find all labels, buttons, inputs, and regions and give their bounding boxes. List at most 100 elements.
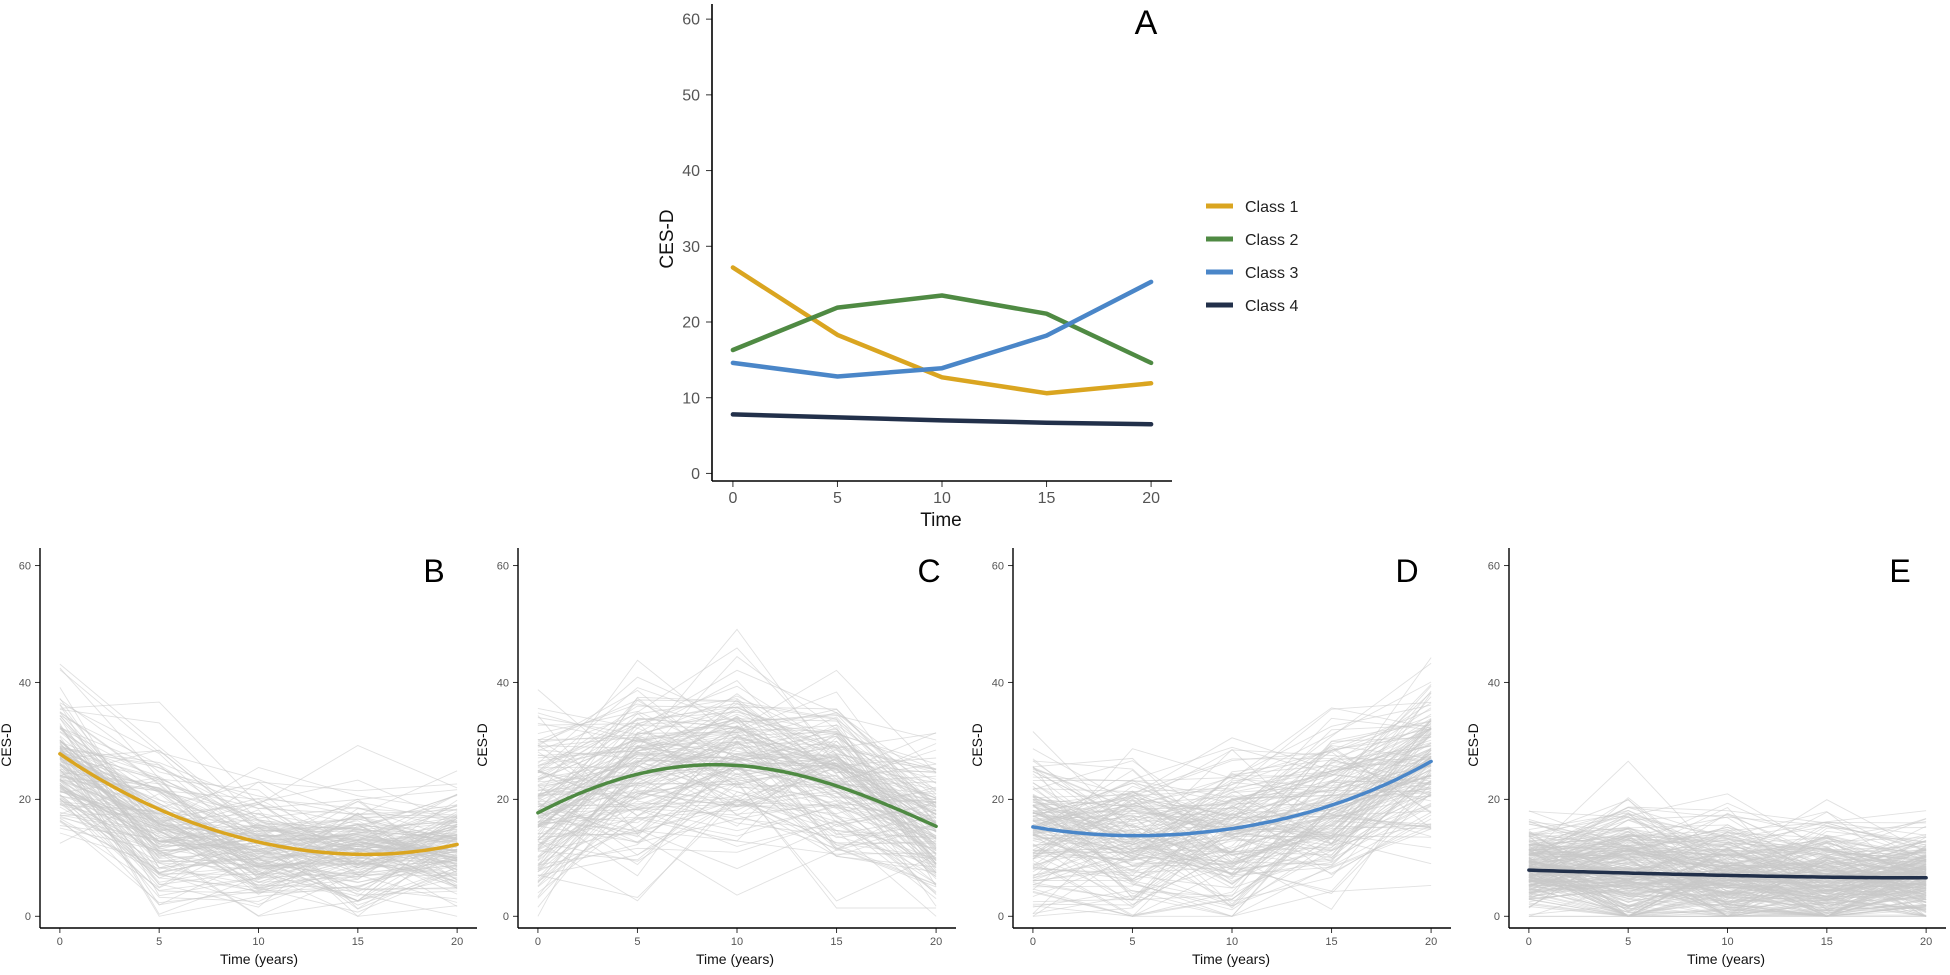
y-tick-label: 40	[1488, 677, 1500, 689]
panel-c-y-axis-title: CES-D	[474, 723, 490, 767]
individual-trajectory	[537, 755, 937, 908]
panel-a-x-axis-title: Time	[920, 510, 962, 531]
individual-trajectory	[1032, 734, 1432, 814]
legend-label-class-3: Class 3	[1245, 265, 1298, 282]
individual-trajectory	[537, 705, 937, 780]
individual-trajectory	[1032, 774, 1432, 854]
individual-trajectory	[1032, 750, 1432, 864]
individual-trajectory	[537, 735, 937, 835]
individual-trajectory	[537, 698, 937, 824]
x-tick-label: 5	[833, 490, 842, 507]
legend-label-class-1: Class 1	[1245, 199, 1298, 216]
individual-trajectory	[59, 669, 458, 816]
individual-trajectory	[59, 764, 458, 823]
panel-b-y-axis-title: CES-D	[0, 723, 14, 767]
individual-trajectory	[537, 802, 937, 882]
individual-trajectory	[1032, 748, 1432, 874]
x-tick-label: 0	[1030, 936, 1036, 948]
individual-trajectory	[1528, 862, 1927, 917]
y-tick-label: 0	[25, 911, 31, 923]
individual-trajectory	[59, 749, 458, 832]
x-tick-label: 5	[1625, 936, 1631, 948]
x-tick-label: 15	[352, 936, 364, 948]
individual-trajectory	[59, 798, 458, 875]
individual-trajectory	[1528, 856, 1927, 902]
y-tick-label: 40	[497, 677, 509, 689]
individual-trajectory	[537, 740, 937, 800]
individual-trajectory	[537, 749, 937, 786]
individual-trajectory	[59, 795, 458, 903]
x-tick-label: 0	[728, 490, 737, 507]
y-tick-label: 60	[497, 560, 509, 572]
individual-trajectory	[1032, 811, 1432, 867]
individual-trajectory	[59, 775, 458, 870]
x-tick-label: 0	[535, 936, 541, 948]
panel-e-fitted	[1527, 868, 1928, 880]
individual-trajectory	[1528, 824, 1927, 883]
individual-trajectory	[59, 787, 458, 900]
individual-trajectory	[59, 774, 458, 889]
individual-trajectory	[1032, 757, 1432, 839]
y-tick-label: 60	[682, 12, 700, 29]
y-tick-label: 0	[503, 911, 509, 923]
individual-trajectory	[59, 795, 458, 894]
individual-trajectory	[1032, 720, 1432, 879]
panel-b-y-ticks: 0 20 40 60	[19, 560, 40, 923]
individual-trajectory	[59, 715, 458, 893]
individual-trajectory	[1528, 858, 1927, 913]
individual-trajectory	[1032, 736, 1432, 905]
x-tick-label: 20	[930, 936, 942, 948]
individual-trajectory	[1528, 894, 1927, 917]
legend-label-class-2: Class 2	[1245, 232, 1298, 249]
individual-trajectory	[1032, 757, 1432, 903]
individual-trajectory	[1032, 763, 1432, 838]
individual-trajectory	[537, 703, 937, 791]
individual-trajectory	[1528, 842, 1927, 896]
individual-trajectory	[59, 827, 458, 906]
y-tick-label: 0	[691, 466, 700, 483]
panel-d-x-ticks: 0 5 10 15 20	[1030, 928, 1437, 948]
individual-trajectory	[537, 706, 937, 807]
individual-trajectory	[537, 669, 937, 776]
individual-trajectory	[537, 746, 937, 841]
individual-trajectory	[59, 749, 458, 865]
individual-trajectory	[1032, 781, 1432, 906]
panel-c-x-axis-title: Time (years)	[696, 951, 774, 967]
x-tick-label: 15	[1325, 936, 1337, 948]
fitted-curve-class-4	[1527, 868, 1928, 880]
individual-trajectory	[59, 778, 458, 908]
y-tick-label: 50	[682, 87, 700, 104]
individual-trajectory	[1528, 841, 1927, 917]
individual-trajectory	[1528, 819, 1927, 871]
x-tick-label: 20	[1425, 936, 1437, 948]
individual-trajectory	[1528, 884, 1927, 917]
x-tick-label: 10	[933, 490, 951, 507]
individual-trajectory	[59, 799, 458, 917]
individual-trajectory	[59, 667, 458, 864]
x-tick-label: 0	[1526, 936, 1532, 948]
fitted-curve-class-2	[536, 762, 938, 829]
y-tick-label: 40	[992, 677, 1004, 689]
panel-b: 0 5 10 15 20 0 20 40 60 B Time (years) CES-D	[0, 548, 477, 967]
individual-trajectory	[1032, 794, 1432, 839]
panel-a-lines	[730, 265, 1154, 427]
x-tick-label: 5	[156, 936, 162, 948]
individual-trajectory	[59, 776, 458, 862]
panel-e-letter: E	[1889, 553, 1910, 589]
individual-trajectory	[537, 733, 937, 796]
x-tick-label: 15	[1038, 490, 1056, 507]
y-tick-label: 20	[682, 315, 700, 332]
series-line-class-3	[730, 279, 1154, 379]
y-tick-label: 20	[992, 794, 1004, 806]
individual-trajectory	[537, 790, 937, 873]
individual-trajectory	[59, 750, 458, 842]
individual-trajectory	[1032, 757, 1432, 845]
individual-trajectory	[537, 695, 937, 771]
individual-trajectory	[537, 786, 937, 846]
individual-trajectory	[537, 737, 937, 855]
panel-e-individual-trajectories	[1528, 760, 1927, 917]
x-tick-label: 10	[731, 936, 743, 948]
individual-trajectory	[1528, 850, 1927, 895]
individual-trajectory	[537, 740, 937, 893]
